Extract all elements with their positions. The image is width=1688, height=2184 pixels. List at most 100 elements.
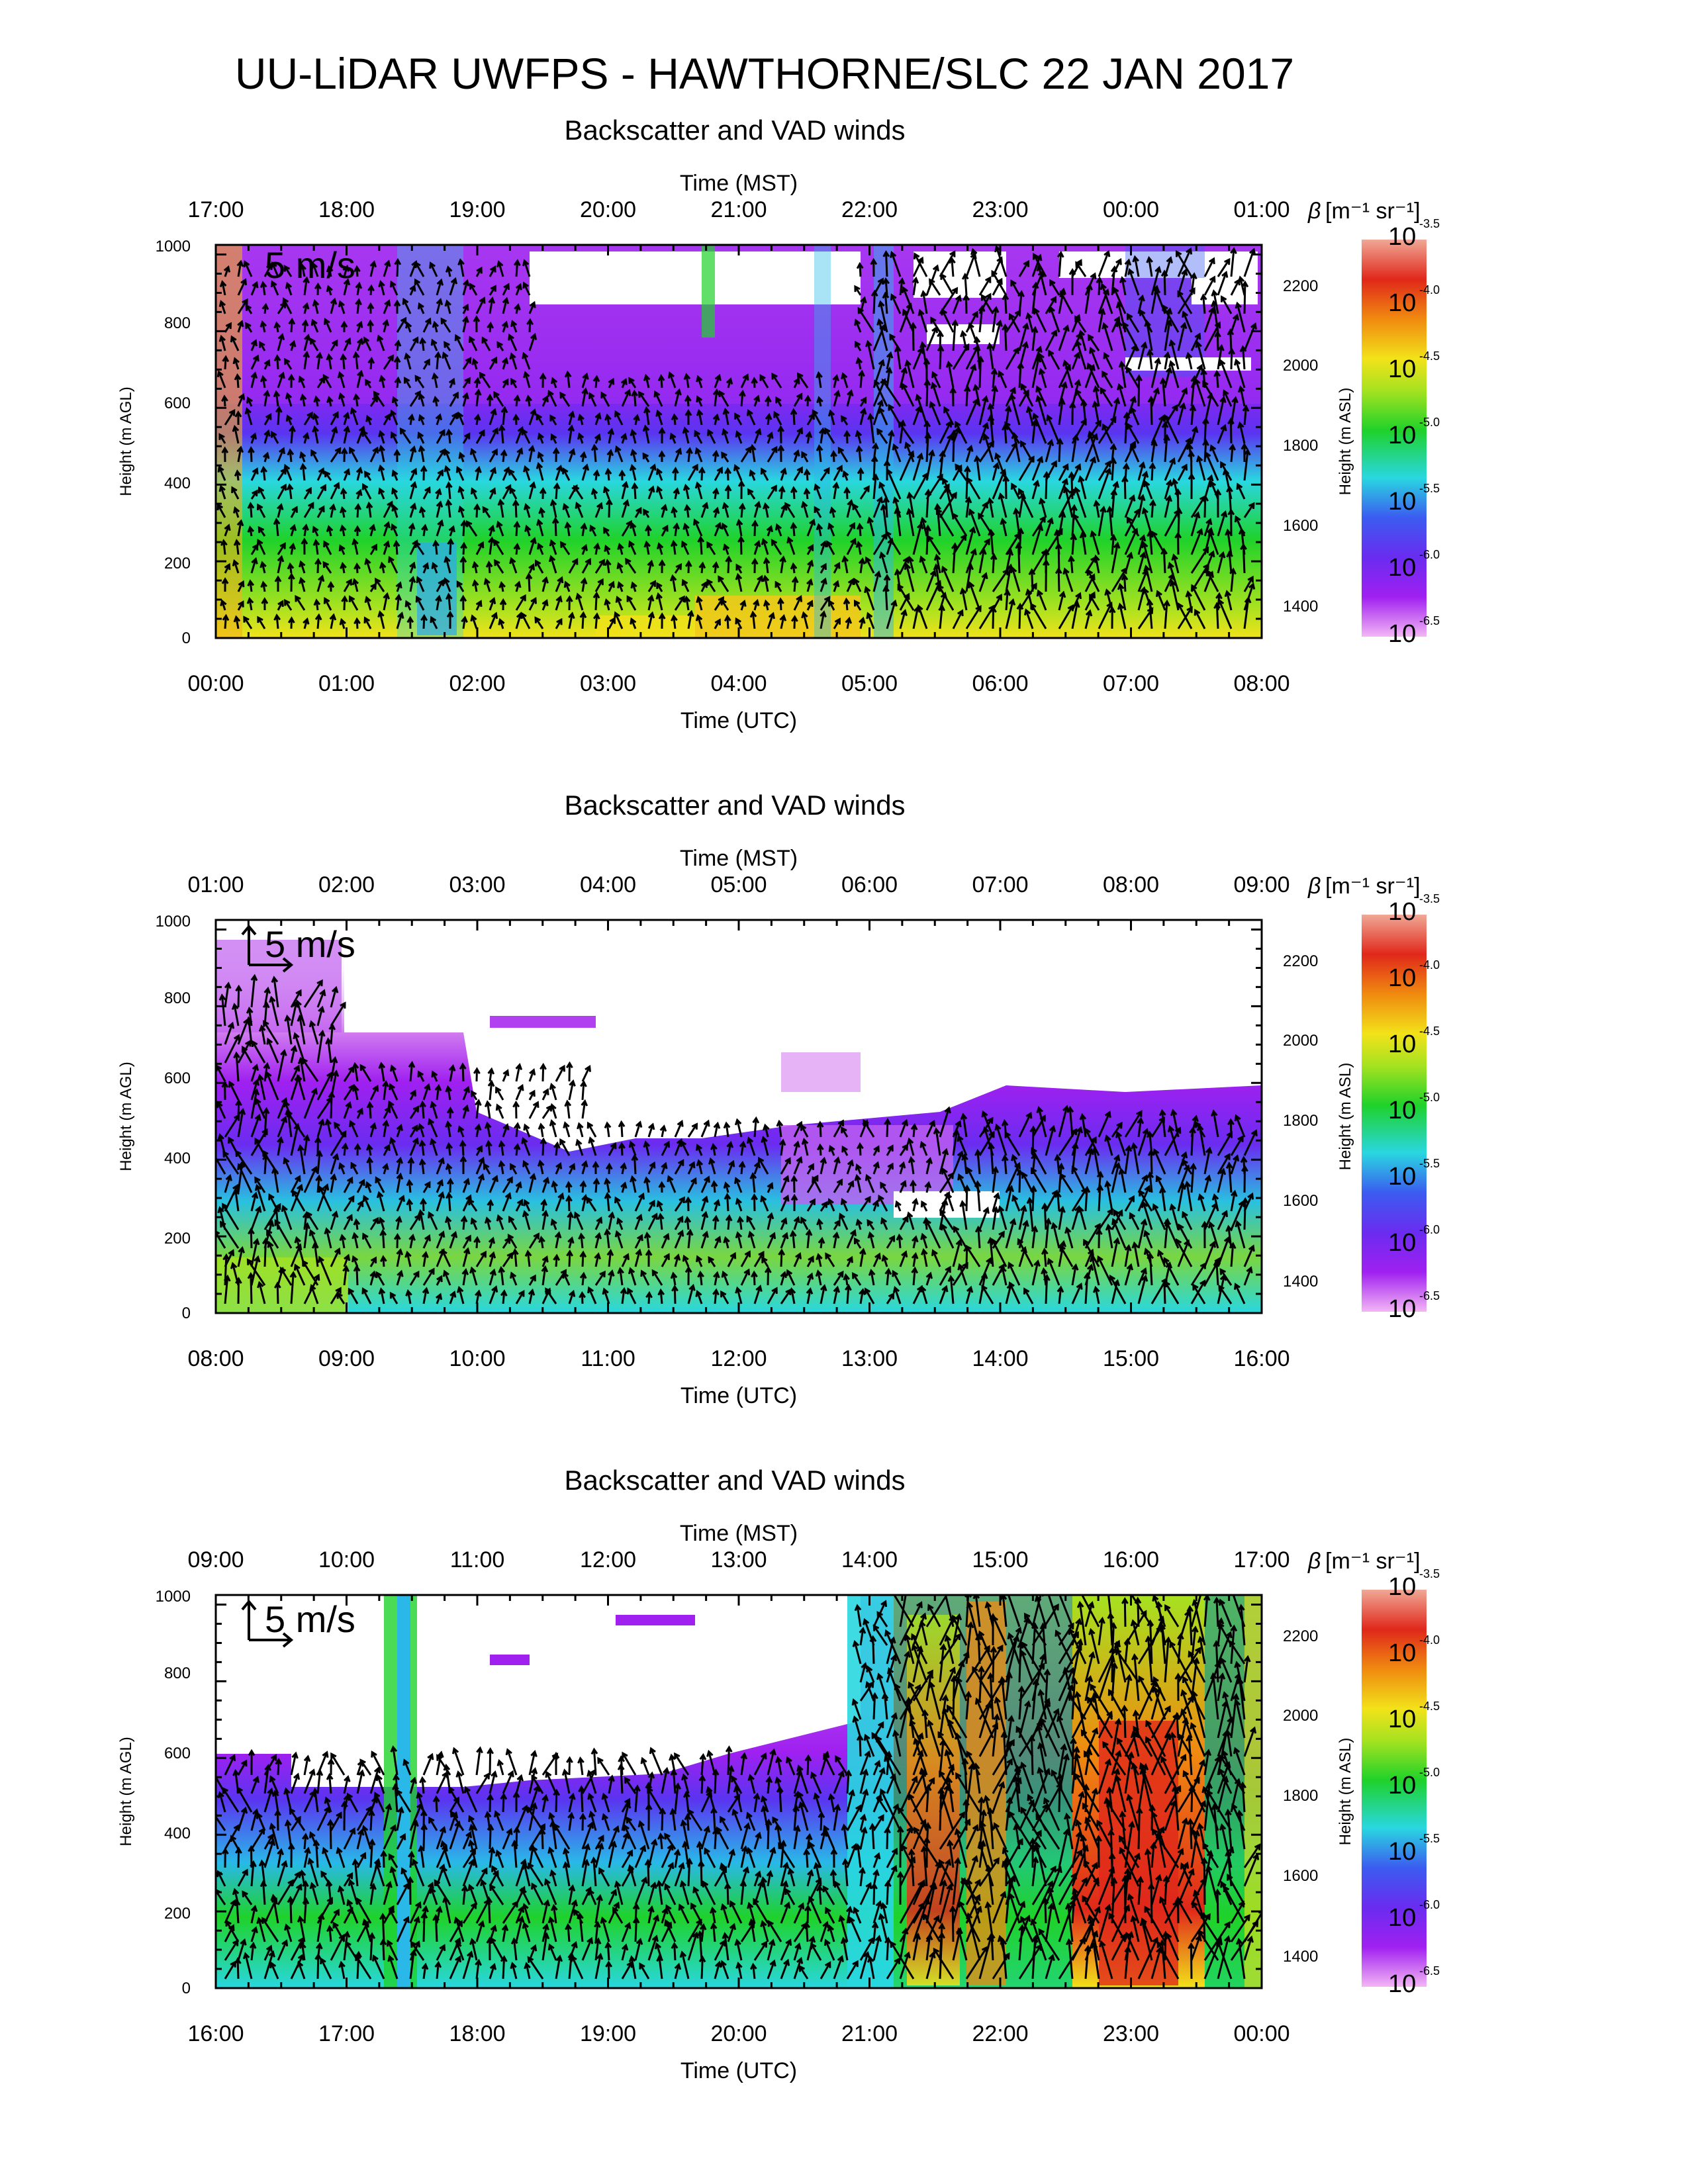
cb-base: 10 — [1388, 554, 1416, 582]
cb-base: 10 — [1388, 1295, 1416, 1323]
bottom-tick-label: 12:00 — [710, 1346, 767, 1371]
bottom-tick-label: 11:00 — [581, 1346, 635, 1371]
bottom-axis-label-1: Time (UTC) — [680, 708, 797, 733]
bottom-tick-label: 08:00 — [1233, 671, 1289, 696]
cb-exp: -5.5 — [1419, 1832, 1440, 1845]
top-tick-label: 18:00 — [318, 197, 375, 222]
y-tick-label: 200 — [164, 555, 191, 572]
colorbar-symbol: β — [1307, 1549, 1321, 1574]
y-tick-label: 1000 — [156, 913, 191, 931]
top-tick-label: 15:00 — [972, 1547, 1028, 1572]
y-right-tick-label: 1400 — [1283, 598, 1318, 615]
bottom-ticks-3: 16:00 17:00 18:00 19:00 20:00 21:00 22:0… — [187, 2021, 1289, 2046]
colorbar-gradient — [1362, 240, 1427, 637]
bottom-tick-label: 20:00 — [710, 2021, 767, 2046]
wind-scale-2: 5 m/s — [241, 923, 355, 973]
right-axis-label-3: Height (m ASL) — [1336, 1738, 1354, 1846]
y-right-tick-label: 1600 — [1283, 1867, 1318, 1885]
figure-title: UU-LiDAR UWFPS - HAWTHORNE/SLC 22 JAN 20… — [235, 49, 1294, 98]
y-tick-label: 600 — [164, 394, 191, 412]
top-ticks-3: 09:00 10:00 11:00 12:00 13:00 14:00 15:0… — [187, 1547, 1289, 1572]
colorbar-labels: 10 -6.5 10 -6.0 10 -5.5 10 -5.0 10 -4.5 … — [1388, 217, 1440, 648]
cb-base: 10 — [1388, 1573, 1416, 1601]
y-tick-label: 200 — [164, 1230, 191, 1248]
y-tick-label: 600 — [164, 1745, 191, 1762]
panel-title-3: Backscatter and VAD winds — [564, 1465, 905, 1496]
y-tick-label: 400 — [164, 1150, 191, 1167]
left-ticks-1: 0 200 400 600 800 1000 — [156, 238, 191, 647]
y-right-tick-label: 2000 — [1283, 357, 1318, 375]
cb-base: 10 — [1388, 1772, 1416, 1799]
bottom-tick-label: 00:00 — [1233, 2021, 1289, 2046]
bottom-ticks-2: 08:00 09:00 10:00 11:00 12:00 13:00 14:0… — [187, 1346, 1289, 1371]
bottom-tick-label: 04:00 — [710, 671, 767, 696]
cb-base: 10 — [1388, 1229, 1416, 1257]
y-tick-label: 0 — [182, 1979, 191, 1997]
top-tick-label: 09:00 — [187, 1547, 244, 1572]
cb-base: 10 — [1388, 422, 1416, 449]
bottom-tick-label: 01:00 — [318, 671, 375, 696]
left-ticks-2: 0 200 400 600 800 1000 — [156, 913, 191, 1322]
bottom-axis-label-2: Time (UTC) — [680, 1383, 797, 1408]
bottom-tick-label: 18:00 — [449, 2021, 505, 2046]
top-tick-label: 12:00 — [580, 1547, 636, 1572]
y-right-tick-label: 1600 — [1283, 517, 1318, 535]
cb-exp: -6.0 — [1419, 548, 1440, 561]
colorbar-symbol: β — [1307, 199, 1321, 224]
top-tick-label: 01:00 — [1233, 197, 1289, 222]
bottom-tick-label: 06:00 — [972, 671, 1028, 696]
top-ticks-1: 17:00 18:00 19:00 20:00 21:00 22:00 23:0… — [187, 197, 1289, 222]
left-ticks-3: 0 200 400 600 800 1000 — [156, 1588, 191, 1997]
axis-ticks-2 — [214, 920, 1263, 1314]
colorbar-units: [m⁻¹ sr⁻¹] — [1325, 1549, 1421, 1574]
scale-arrow-2 — [241, 924, 294, 973]
colorbar-gradient — [1362, 915, 1427, 1312]
cb-base: 10 — [1388, 1030, 1416, 1058]
bottom-tick-label: 23:00 — [1103, 2021, 1159, 2046]
wind-scale-label-3: 5 m/s — [265, 1598, 355, 1640]
panel-2: Backscatter and VAD winds Time (MST) Tim… — [117, 790, 1440, 1408]
cb-exp: -4.5 — [1419, 1700, 1440, 1713]
y-tick-label: 0 — [182, 1304, 191, 1322]
cb-base: 10 — [1388, 1639, 1416, 1667]
bottom-tick-label: 16:00 — [1233, 1346, 1289, 1371]
left-axis-label-3: Height (m AGL) — [117, 1737, 135, 1846]
y-right-tick-label: 1400 — [1283, 1948, 1318, 1966]
top-tick-label: 13:00 — [710, 1547, 767, 1572]
top-axis-label-1: Time (MST) — [680, 171, 798, 196]
cb-base: 10 — [1388, 289, 1416, 317]
bottom-tick-label: 09:00 — [318, 1346, 375, 1371]
bottom-tick-label: 13:00 — [841, 1346, 898, 1371]
colorbar-units: [m⁻¹ sr⁻¹] — [1325, 199, 1421, 224]
axis-ticks-1 — [214, 245, 1263, 639]
top-tick-label: 04:00 — [580, 872, 636, 897]
top-tick-label: 14:00 — [841, 1547, 898, 1572]
left-axis-label-2: Height (m AGL) — [117, 1062, 135, 1171]
y-tick-label: 800 — [164, 314, 191, 332]
cb-exp: -3.5 — [1419, 892, 1440, 905]
cb-base: 10 — [1388, 620, 1416, 648]
right-axis-label-1: Height (m ASL) — [1336, 388, 1354, 496]
colorbar-labels: 10 -6.5 10 -6.0 10 -5.5 10 -5.0 10 -4.5 … — [1388, 892, 1440, 1323]
right-axis-label-2: Height (m ASL) — [1336, 1063, 1354, 1171]
wind-arrows-1 — [216, 245, 1257, 629]
bottom-tick-label: 16:00 — [187, 2021, 244, 2046]
bottom-tick-label: 02:00 — [449, 671, 505, 696]
top-tick-label: 06:00 — [841, 872, 898, 897]
bottom-tick-label: 15:00 — [1103, 1346, 1159, 1371]
top-tick-label: 23:00 — [972, 197, 1028, 222]
right-ticks-1: 1400 1600 1800 2000 2200 — [1283, 277, 1318, 615]
top-tick-label: 10:00 — [318, 1547, 375, 1572]
y-right-tick-label: 2200 — [1283, 277, 1318, 295]
top-tick-label: 20:00 — [580, 197, 636, 222]
cb-exp: -5.5 — [1419, 1157, 1440, 1170]
y-right-tick-label: 1800 — [1283, 437, 1318, 455]
cb-exp: -3.5 — [1419, 1567, 1440, 1580]
y-right-tick-label: 2000 — [1283, 1032, 1318, 1050]
panel-title-2: Backscatter and VAD winds — [564, 790, 905, 821]
cb-base: 10 — [1388, 223, 1416, 251]
colorbar-labels: 10 -6.5 10 -6.0 10 -5.5 10 -5.0 10 -4.5 … — [1388, 1567, 1440, 1998]
cb-exp: -6.5 — [1419, 1964, 1440, 1978]
colorbar-units: [m⁻¹ sr⁻¹] — [1325, 874, 1421, 899]
y-tick-label: 400 — [164, 475, 191, 492]
